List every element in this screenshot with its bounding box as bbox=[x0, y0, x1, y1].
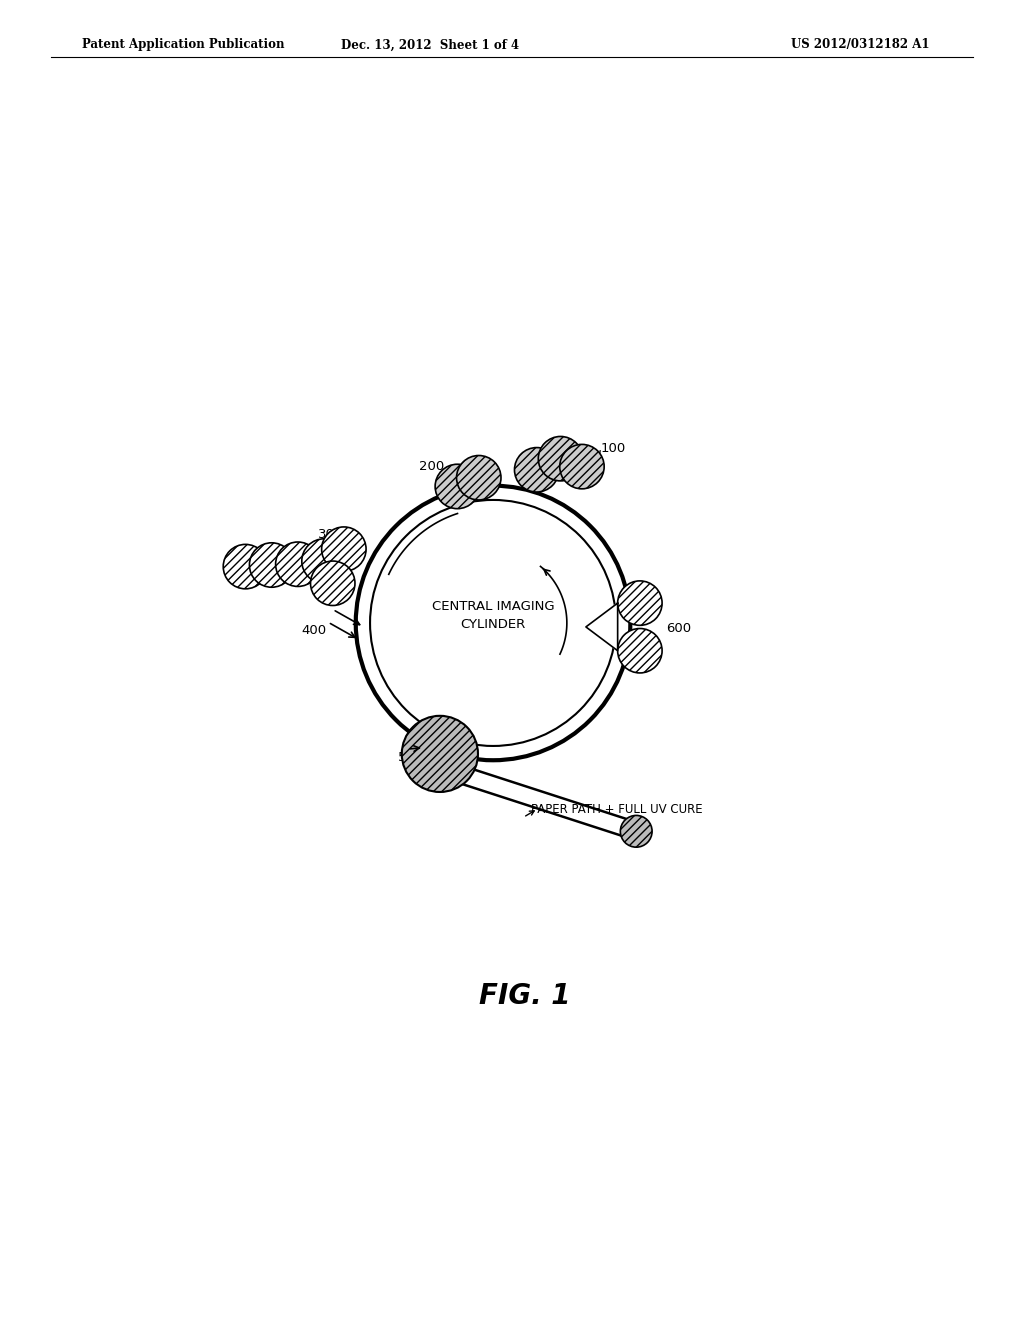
Circle shape bbox=[514, 447, 559, 492]
Circle shape bbox=[355, 486, 631, 760]
Circle shape bbox=[621, 816, 652, 847]
Circle shape bbox=[401, 715, 478, 792]
Circle shape bbox=[370, 500, 616, 746]
Text: 200: 200 bbox=[419, 461, 444, 473]
Text: 500: 500 bbox=[397, 751, 423, 764]
Text: US 2012/0312182 A1: US 2012/0312182 A1 bbox=[791, 38, 930, 51]
Circle shape bbox=[457, 455, 501, 500]
Circle shape bbox=[302, 539, 346, 583]
Circle shape bbox=[617, 581, 663, 626]
Polygon shape bbox=[586, 603, 617, 651]
Circle shape bbox=[560, 445, 604, 488]
Text: Patent Application Publication: Patent Application Publication bbox=[82, 38, 285, 51]
Text: FIG. 1: FIG. 1 bbox=[479, 982, 570, 1010]
Circle shape bbox=[539, 437, 583, 480]
Circle shape bbox=[617, 628, 663, 673]
Circle shape bbox=[250, 543, 294, 587]
Text: 600: 600 bbox=[666, 622, 691, 635]
Text: 100: 100 bbox=[600, 442, 626, 455]
Circle shape bbox=[322, 527, 367, 572]
Circle shape bbox=[435, 465, 479, 508]
Circle shape bbox=[223, 544, 267, 589]
Circle shape bbox=[310, 561, 355, 606]
Text: PAPER PATH + FULL UV CURE: PAPER PATH + FULL UV CURE bbox=[531, 803, 702, 816]
Circle shape bbox=[275, 543, 321, 586]
Text: 300: 300 bbox=[318, 528, 344, 541]
Text: CENTRAL IMAGING
CYLINDER: CENTRAL IMAGING CYLINDER bbox=[432, 599, 554, 631]
Text: 400: 400 bbox=[301, 624, 326, 638]
Text: Dec. 13, 2012  Sheet 1 of 4: Dec. 13, 2012 Sheet 1 of 4 bbox=[341, 38, 519, 51]
